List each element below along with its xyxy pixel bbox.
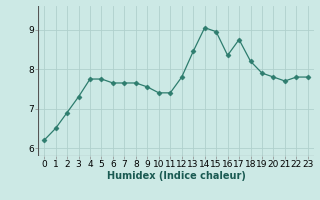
X-axis label: Humidex (Indice chaleur): Humidex (Indice chaleur) — [107, 171, 245, 181]
